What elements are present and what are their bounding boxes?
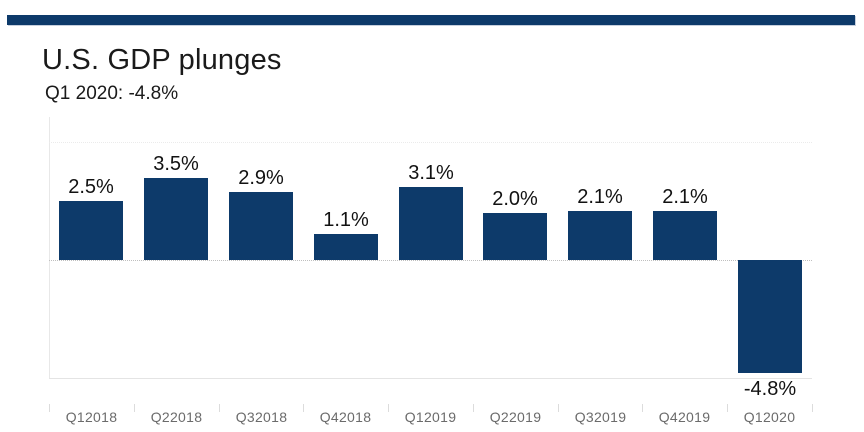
bar-value-label: 3.1% bbox=[408, 162, 454, 184]
x-axis-tick bbox=[812, 404, 813, 412]
x-axis-label-Q12018: Q12018 bbox=[65, 409, 118, 425]
y-axis-line bbox=[49, 117, 50, 379]
bar-Q22019[interactable] bbox=[483, 213, 547, 260]
x-axis-tick bbox=[303, 404, 304, 412]
x-axis-tick bbox=[558, 404, 559, 412]
bar-value-label: 2.0% bbox=[492, 188, 538, 210]
bar-value-label: 1.1% bbox=[323, 209, 369, 231]
bar-Q32019[interactable] bbox=[568, 211, 632, 260]
x-axis-label-Q32018: Q32018 bbox=[235, 409, 288, 425]
x-axis-tick bbox=[49, 404, 50, 412]
x-axis-label-Q32019: Q32019 bbox=[574, 409, 627, 425]
x-axis-line bbox=[49, 378, 812, 379]
x-axis-tick bbox=[388, 404, 389, 412]
x-axis-tick bbox=[134, 404, 135, 412]
bar-Q12018[interactable] bbox=[59, 201, 123, 260]
zero-baseline bbox=[49, 260, 812, 261]
bar-Q22018[interactable] bbox=[144, 178, 208, 260]
bar-value-label: -4.8% bbox=[743, 378, 797, 400]
accent-bar bbox=[7, 15, 855, 25]
x-axis-tick bbox=[642, 404, 643, 412]
bar-value-label: 3.5% bbox=[153, 153, 199, 175]
chart-subtitle: Q1 2020: -4.8% bbox=[45, 83, 179, 104]
x-axis-label-Q12020: Q12020 bbox=[743, 409, 796, 425]
bar-Q42019[interactable] bbox=[653, 211, 717, 260]
x-axis-labels: Q12018 Q22018 Q32018 Q42018 Q12019 Q22019 Q320… bbox=[49, 379, 813, 432]
x-axis-tick bbox=[473, 404, 474, 412]
bar-Q42018[interactable] bbox=[314, 234, 378, 260]
bar-Q12019[interactable] bbox=[399, 187, 463, 260]
x-axis-tick bbox=[727, 404, 728, 412]
bar-Q32018[interactable] bbox=[229, 192, 293, 260]
x-axis-label-Q42019: Q42019 bbox=[658, 409, 711, 425]
gridline-5pct bbox=[49, 142, 812, 143]
bar-value-label: 2.9% bbox=[238, 167, 284, 189]
plot-area: 2.5% 3.5% 2.9% 1.1% 3.1% 2.0% 2.1% 2.1% -4.8% bbox=[49, 117, 812, 400]
bar-value-label: 2.1% bbox=[662, 186, 708, 208]
x-axis-tick bbox=[219, 404, 220, 412]
chart-title: U.S. GDP plunges bbox=[42, 44, 282, 76]
bar-Q12020[interactable] bbox=[738, 260, 802, 373]
bar-value-label: 2.5% bbox=[68, 176, 114, 198]
x-axis-label-Q22018: Q22018 bbox=[150, 409, 203, 425]
bar-value-label: 2.1% bbox=[577, 186, 623, 208]
x-axis-label-Q12019: Q12019 bbox=[404, 409, 457, 425]
x-axis-label-Q22019: Q22019 bbox=[489, 409, 542, 425]
x-axis-label-Q42018: Q42018 bbox=[319, 409, 372, 425]
